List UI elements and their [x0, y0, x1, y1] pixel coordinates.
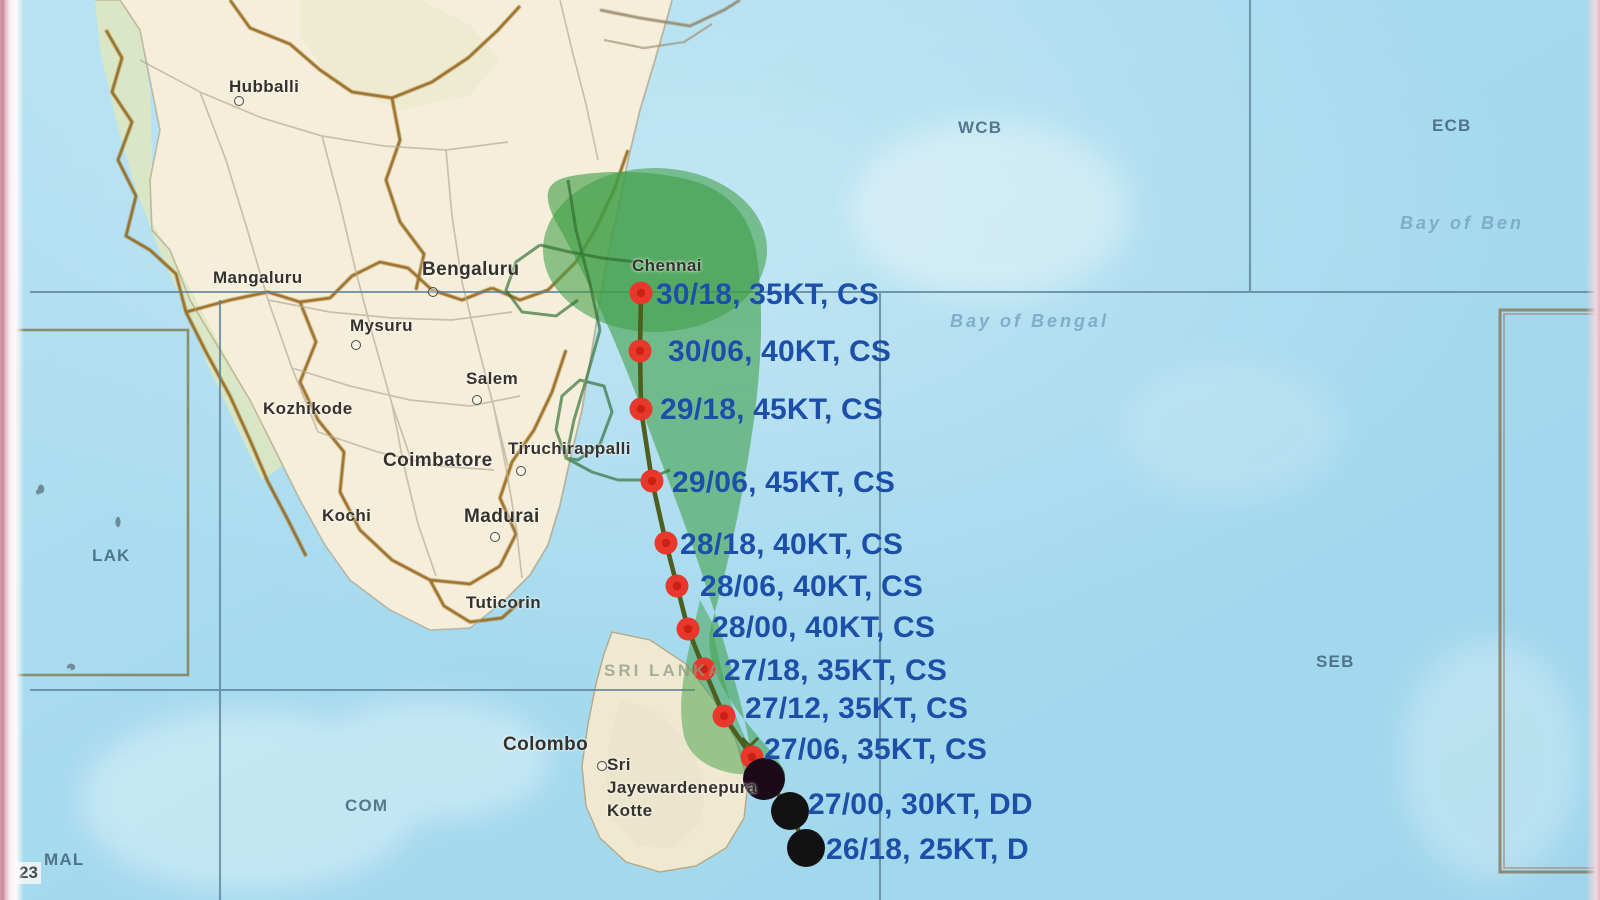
zone-boundary-lines: [30, 0, 1600, 900]
track-markers: [628, 281, 825, 867]
landfall-marker: [743, 758, 785, 800]
right-page-edge: [1586, 0, 1600, 900]
city-marker-mysuru: [351, 340, 361, 350]
track-marker-30-18[interactable]: [629, 281, 653, 305]
track-marker-28-18[interactable]: [654, 531, 678, 555]
right-inset-box: [1498, 308, 1600, 874]
left-page-edge: [0, 0, 24, 900]
city-marker-bengaluru: [428, 287, 438, 297]
city-marker-salem: [472, 395, 482, 405]
capital-city-marker: [597, 761, 607, 771]
island-dots: [36, 484, 121, 672]
track-marker-28-06[interactable]: [665, 574, 689, 598]
track-marker-27-18[interactable]: [692, 657, 716, 681]
track-marker-28-00[interactable]: [676, 617, 700, 641]
india-landmass: [95, 0, 741, 631]
track-marker-29-06[interactable]: [640, 469, 664, 493]
forecast-cone: [504, 168, 786, 777]
track-marker-30-06[interactable]: [628, 339, 652, 363]
city-marker-hubballi: [234, 96, 244, 106]
track-marker-27-12[interactable]: [712, 704, 736, 728]
city-marker-coimbatore: [516, 466, 526, 476]
track-marker-26-18[interactable]: [787, 829, 825, 867]
track-marker-27-00[interactable]: [771, 792, 809, 830]
city-marker-madurai: [490, 532, 500, 542]
track-marker-29-18[interactable]: [629, 397, 653, 421]
